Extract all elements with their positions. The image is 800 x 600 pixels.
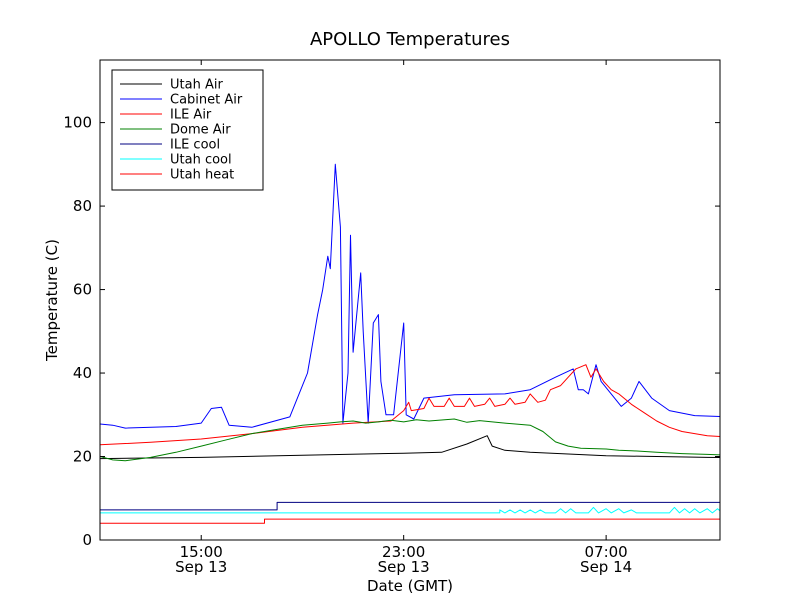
y-tick-label: 60 — [73, 281, 92, 299]
x-axis-label: Date (GMT) — [367, 577, 453, 595]
series-line-ile-cool — [100, 501, 720, 511]
series-line-dome-air — [100, 418, 720, 462]
legend-label-ile-air: ILE Air — [170, 108, 212, 123]
x-tick-label-time: 23:00 — [382, 543, 425, 561]
legend-label-utah-cool: Utah cool — [170, 153, 232, 168]
x-tick-label-date: Sep 13 — [378, 558, 430, 576]
y-tick-label: 40 — [73, 364, 92, 382]
x-tick-label-date: Sep 13 — [175, 558, 227, 576]
plot-frame — [99, 59, 721, 541]
y-tick-label: 100 — [63, 114, 92, 132]
series-line-utah-heat — [100, 518, 720, 524]
x-tick-label-date: Sep 14 — [580, 558, 632, 576]
series-line-ile-air — [100, 364, 720, 446]
series-line-cabinet-air — [100, 163, 720, 429]
x-tick-label-time: 15:00 — [180, 543, 223, 561]
legend-label-ile-cool: ILE cool — [170, 138, 220, 153]
chart-title: APOLLO Temperatures — [310, 29, 510, 50]
legend-label-cabinet-air: Cabinet Air — [170, 93, 243, 108]
y-tick-label: 20 — [73, 448, 92, 466]
series-layer — [100, 163, 720, 524]
y-tick-label: 0 — [82, 531, 92, 549]
series-line-utah-air — [100, 435, 720, 460]
y-tick-label: 80 — [73, 197, 92, 215]
legend-label-utah-heat: Utah heat — [170, 168, 234, 183]
y-axis-label: Temperature (C) — [43, 239, 61, 362]
x-tick-label-time: 07:00 — [585, 543, 628, 561]
legend-label-dome-air: Dome Air — [170, 123, 231, 138]
series-line-utah-cool — [100, 506, 720, 514]
legend-box — [111, 69, 264, 191]
legend-label-utah-air: Utah Air — [170, 78, 223, 93]
